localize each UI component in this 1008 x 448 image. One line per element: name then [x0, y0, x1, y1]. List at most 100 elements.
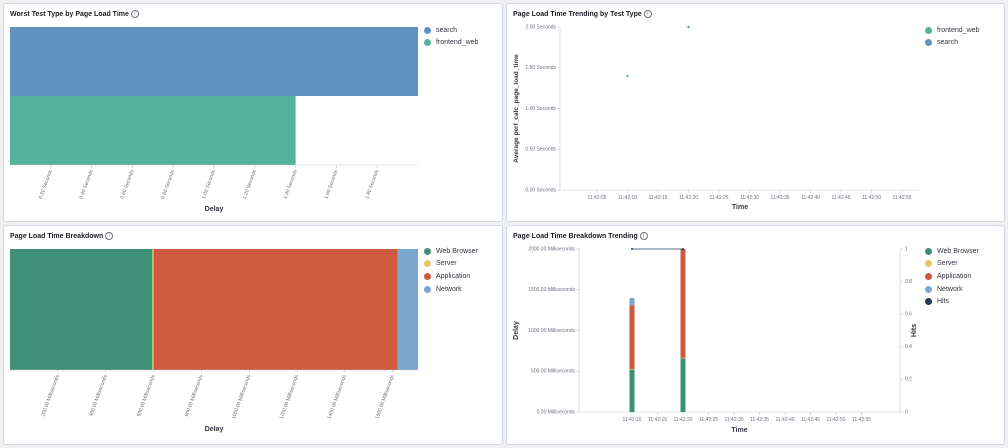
- x-tick-label: 0.60 Seconds: [119, 169, 135, 200]
- x-axis-label: Time: [731, 427, 747, 434]
- x-tick-label: 11:42:40: [801, 195, 820, 201]
- hits-point: [682, 248, 684, 250]
- point-frontend_web: [626, 74, 629, 78]
- bar-segment-application: [629, 305, 635, 370]
- legend-swatch: [424, 26, 431, 34]
- legend-swatch: [925, 260, 932, 268]
- x-tick-label: 1600.00 Milliseconds: [374, 374, 396, 420]
- panel-breakdown-trend: Page Load Time Breakdown Trending i 0.00 …: [506, 225, 1005, 445]
- x-tick-label: 1.20 Seconds: [242, 169, 258, 200]
- legend: Web Browser Server Application Network: [424, 245, 478, 295]
- x-tick-label: 11:42:10: [618, 195, 637, 201]
- point-search: [687, 25, 690, 29]
- x-tick-label: 11:42:45: [801, 417, 820, 423]
- x-tick-label: 400.00 Milliseconds: [88, 374, 109, 418]
- panel-title: Page Load Time Breakdown i: [10, 232, 114, 240]
- legend-item[interactable]: search: [424, 24, 478, 37]
- x-tick-label: 0.20 Seconds: [38, 169, 54, 200]
- legend-swatch: [925, 39, 932, 47]
- x-tick-label: 800.00 Milliseconds: [184, 374, 205, 418]
- bar-segment-application: [153, 249, 398, 370]
- x-tick-label: 600.00 Milliseconds: [136, 374, 157, 418]
- panel-title: Page Load Time Breakdown Trending i: [513, 232, 648, 240]
- x-tick-label: 1.80 Seconds: [364, 169, 380, 200]
- x-axis-label: Delay: [205, 426, 224, 433]
- legend-item[interactable]: Application: [424, 270, 478, 283]
- y-tick-label: 1.50 Seconds: [525, 65, 556, 71]
- legend-item[interactable]: Application: [925, 270, 979, 283]
- legend-label: Network: [436, 285, 462, 293]
- x-tick-label: 11:42:30: [724, 417, 743, 423]
- info-icon[interactable]: i: [639, 232, 648, 240]
- legend-item[interactable]: Hits: [925, 295, 979, 308]
- info-icon[interactable]: i: [105, 232, 114, 240]
- legend-item[interactable]: frontend_web: [925, 24, 979, 37]
- y-tick-label: 0.00 Milliseconds: [537, 409, 576, 415]
- x-tick-label: 11:42:15: [648, 417, 667, 423]
- y2-tick-label: 0.8: [905, 279, 912, 285]
- legend-item[interactable]: search: [925, 37, 979, 50]
- y2-tick-label: 1: [905, 246, 908, 252]
- legend-label: Server: [436, 260, 457, 268]
- x-tick-label: 1000.00 Milliseconds: [231, 374, 253, 420]
- legend-swatch: [424, 247, 431, 255]
- legend-swatch: [925, 298, 932, 306]
- legend-swatch: [424, 272, 431, 280]
- legend-swatch: [424, 260, 431, 268]
- legend-swatch: [925, 247, 932, 255]
- legend-swatch: [925, 272, 932, 280]
- x-tick-label: 11:42:25: [699, 417, 718, 423]
- y-tick-label: 1000.00 Milliseconds: [528, 328, 575, 334]
- info-icon[interactable]: i: [643, 10, 652, 18]
- y-tick-label: 2.00 Seconds: [525, 24, 556, 30]
- legend-label: Network: [937, 285, 963, 293]
- x-tick-label: 11:42:25: [709, 195, 728, 201]
- y-tick-label: 1500.00 Milliseconds: [528, 287, 575, 293]
- y-tick-label: 0.00 Seconds: [525, 187, 556, 193]
- x-tick-label: 11:42:50: [826, 417, 845, 423]
- legend-label: frontend_web: [937, 26, 980, 34]
- x-tick-label: 11:42:50: [862, 195, 881, 201]
- y2-tick-label: 0.6: [905, 312, 912, 318]
- panel-trend: Page Load Time Trending by Test Type i 0.…: [506, 3, 1005, 222]
- legend-swatch: [424, 39, 431, 47]
- bar-segment-network: [629, 297, 635, 306]
- x-tick-label: 1.60 Seconds: [323, 169, 339, 200]
- x-tick-label: 11:42:55: [852, 417, 871, 423]
- x-tick-label: 1.40 Seconds: [283, 169, 299, 200]
- legend-item[interactable]: Network: [925, 283, 979, 296]
- breakdown-trend-chart: 0.00 Milliseconds 500.00 Milliseconds 1000…: [513, 246, 918, 434]
- bar-search: [10, 27, 418, 96]
- info-icon[interactable]: i: [130, 10, 139, 18]
- legend-label: Hits: [937, 298, 950, 306]
- panel-breakdown: Page Load Time Breakdown i 200.00 Millise…: [3, 225, 503, 445]
- legend-item[interactable]: Server: [925, 258, 979, 271]
- x-axis-label: Delay: [205, 206, 224, 213]
- legend-label: Web Browser: [436, 247, 478, 255]
- panel-title: Page Load Time Trending by Test Type i: [513, 10, 652, 18]
- y-tick-label: 0.50 Seconds: [525, 147, 556, 153]
- bar-segment-web-browser: [629, 369, 635, 412]
- hits-point: [631, 248, 633, 250]
- bar-segment-server: [152, 249, 154, 370]
- bar-frontend_web: [10, 96, 296, 165]
- legend-item[interactable]: Server: [424, 258, 478, 271]
- y-tick-label: 2000.00 Milliseconds: [528, 246, 575, 252]
- x-tick-label: 11:42:35: [770, 195, 789, 201]
- legend-item[interactable]: Network: [424, 283, 478, 296]
- legend-label: search: [436, 26, 458, 34]
- legend: Web Browser Server Application Network Hits: [925, 245, 979, 308]
- legend-swatch: [925, 285, 932, 293]
- legend-item[interactable]: Web Browser: [424, 245, 478, 258]
- legend-item[interactable]: Web Browser: [925, 245, 979, 258]
- x-tick-label: 1200.00 Milliseconds: [279, 374, 301, 420]
- x-tick-label: 200.00 Milliseconds: [40, 374, 61, 418]
- y2-axis-label: Hits: [911, 324, 918, 337]
- x-tick-label: 1400.00 Milliseconds: [327, 374, 349, 420]
- legend-item[interactable]: frontend_web: [424, 37, 478, 50]
- bar-segment-network: [397, 249, 418, 370]
- x-tick-label: 11:42:55: [892, 195, 911, 201]
- y-tick-label: 1.00 Seconds: [525, 106, 556, 112]
- y-axis-label: Delay: [513, 321, 520, 340]
